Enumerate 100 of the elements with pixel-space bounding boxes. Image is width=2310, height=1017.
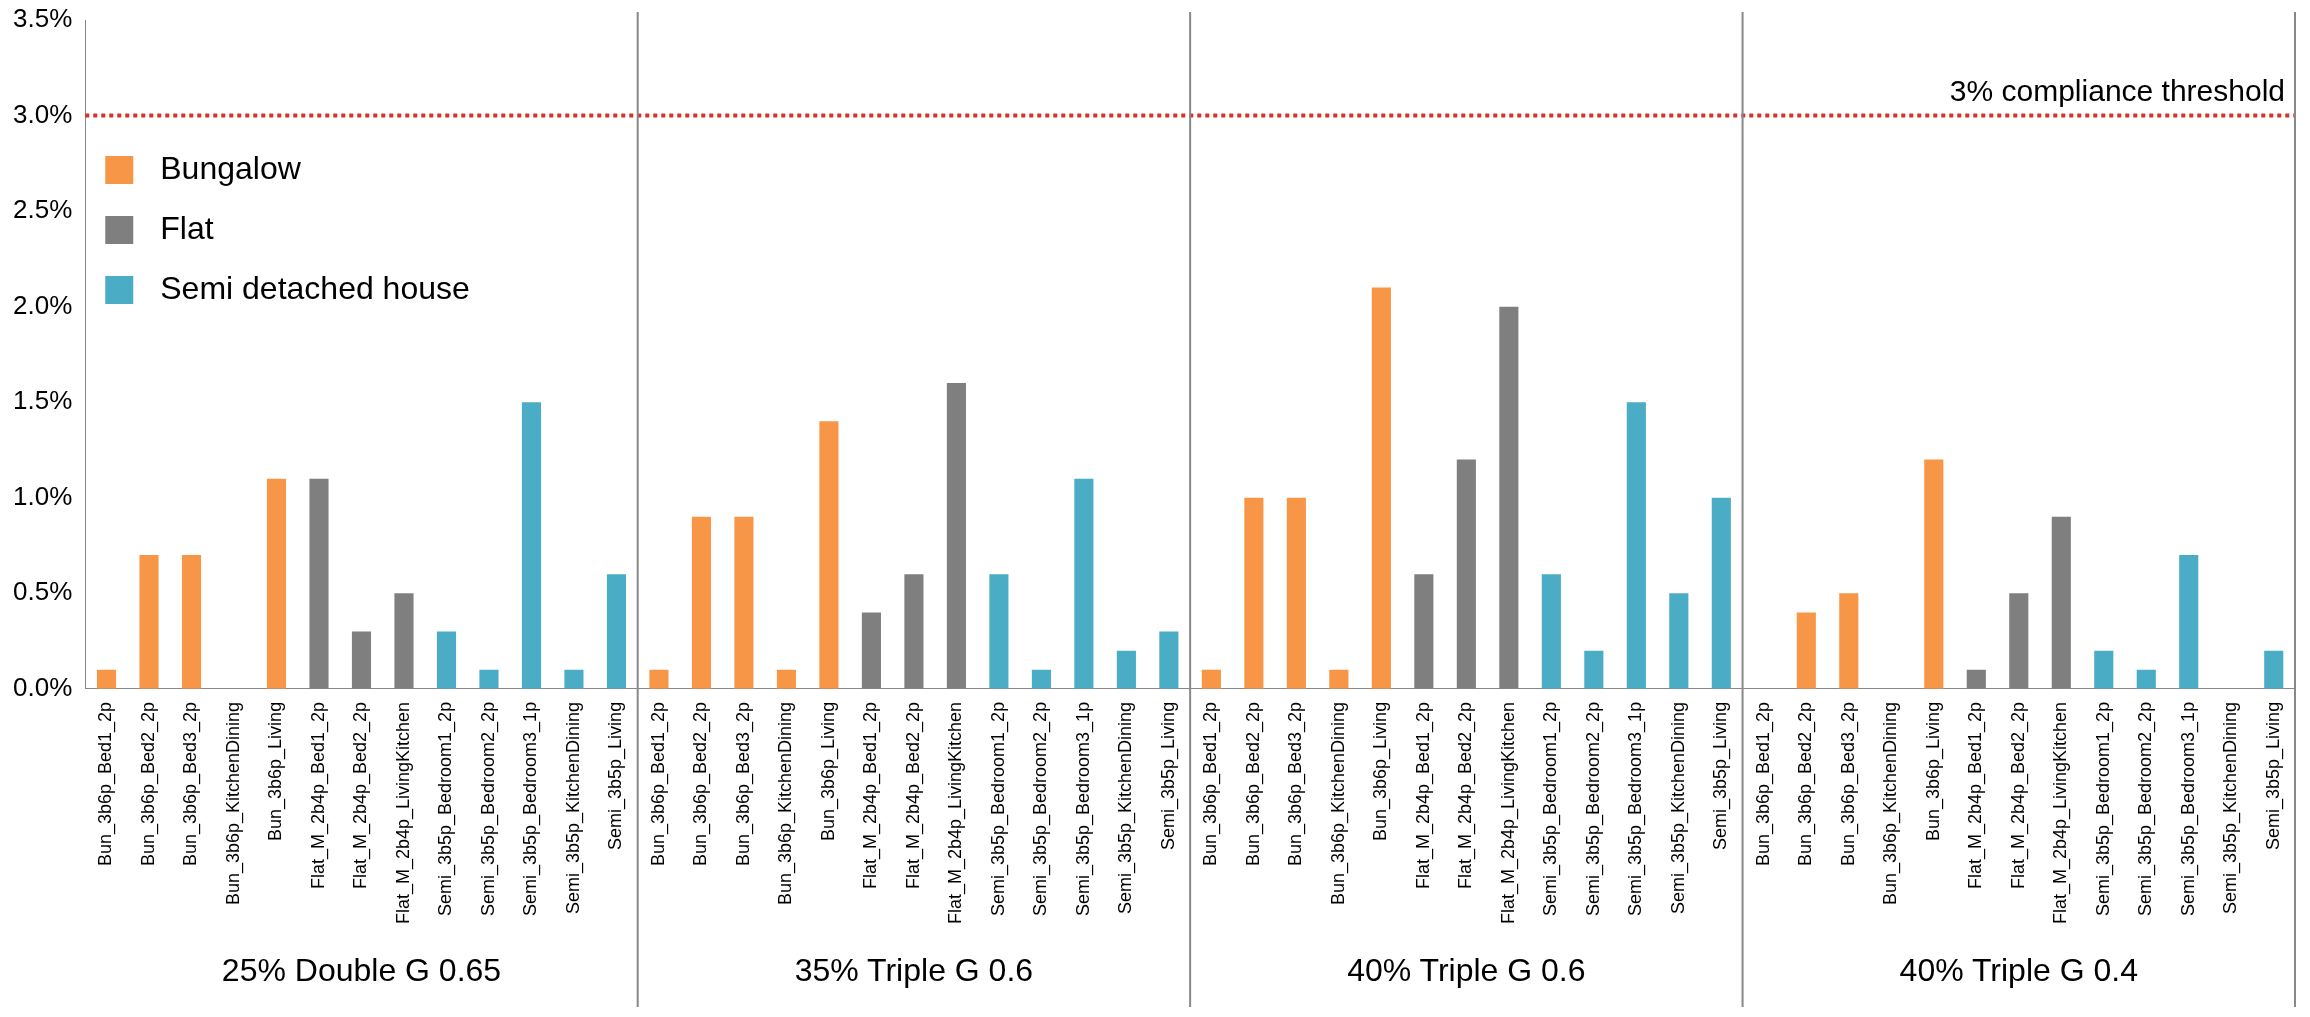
bar [819, 421, 839, 689]
x-tick-label: Semi_3b5p_Bedroom2_2p [1030, 701, 1052, 917]
bar [479, 669, 499, 689]
y-tick-label: 2.0% [13, 289, 73, 320]
bar [521, 402, 542, 689]
x-tick-label: Flat_M_2b4p_Bed1_2p [1412, 701, 1434, 890]
bar [2264, 650, 2284, 689]
bar [1839, 593, 1859, 689]
x-tick-label: Flat_M_2b4p_Bed2_2p [1455, 701, 1477, 890]
x-tick-label: Bun_3b6p_Bed1_2p [647, 701, 669, 867]
x-tick-label: Semi_3b5p_Living [605, 701, 627, 850]
bar [2051, 516, 2071, 689]
bar [266, 478, 287, 689]
x-tick-label: Semi_3b5p_Bedroom3_1p [1625, 701, 1647, 917]
bar [1286, 497, 1306, 689]
text: 35% Triple G 0.6 [794, 951, 1034, 988]
x-tick-label: Semi_3b5p_Living [2262, 701, 2284, 850]
x-tick-label: Flat_M_2b4p_Bed2_2p [902, 701, 924, 890]
y-tick-label: 2.5% [13, 194, 73, 225]
x-tick-label: Bun_3b6p_KitchenDining [1880, 701, 1902, 906]
x-tick-label: Semi_3b5p_KitchenDining [2220, 701, 2242, 915]
x-tick-label: Flat_M_2b4p_LivingKitchen [1497, 701, 1519, 925]
x-tick-label: Flat_M_2b4p_Bed2_2p [350, 701, 372, 890]
bar [1329, 669, 1349, 689]
bar [96, 669, 117, 689]
y-tick-label: 1.5% [13, 385, 73, 416]
x-tick-label: Bun_3b6p_KitchenDining [775, 701, 797, 906]
text: 40% Triple G 0.4 [1899, 951, 2138, 988]
x-tick-label: Semi_3b5p_Bedroom3_1p [2177, 701, 2199, 917]
x-tick-label: Bun_3b6p_Living [1922, 701, 1944, 841]
x-tick-label: Semi_3b5p_Bedroom3_1p [520, 701, 542, 917]
x-tick-label: Bun_3b6p_Bed2_2p [690, 701, 712, 867]
bar [351, 631, 372, 689]
legend-label: Flat [160, 209, 214, 246]
bar [2009, 593, 2029, 689]
bar [649, 669, 669, 689]
y-tick-label: 0.0% [13, 672, 73, 703]
bar [2094, 650, 2114, 689]
ref-line-label: 3% compliance threshold [1949, 73, 2285, 107]
bar [181, 555, 202, 689]
bar [861, 612, 881, 689]
bar [1966, 669, 1986, 689]
x-tick-label: Semi_3b5p_Bedroom1_2p [435, 701, 457, 917]
bar [1371, 287, 1391, 689]
bar [1541, 574, 1561, 689]
bar [776, 669, 796, 689]
bar [691, 516, 711, 689]
bar [606, 574, 627, 689]
x-tick-label: Bun_3b6p_KitchenDining [1327, 701, 1349, 906]
y-tick-label: 3.0% [13, 98, 73, 129]
x-tick-label: Bun_3b6p_Bed2_2p [1795, 701, 1817, 867]
bar [1626, 402, 1646, 689]
bar [1584, 650, 1604, 689]
bar [2136, 669, 2156, 689]
x-tick-label: Bun_3b6p_Bed3_2p [180, 701, 202, 867]
bar [1159, 631, 1179, 689]
x-tick-label: Bun_3b6p_Living [1370, 701, 1392, 841]
x-tick-label: Flat_M_2b4p_LivingKitchen [2050, 701, 2072, 925]
x-tick-label: Semi_3b5p_Living [1157, 701, 1179, 850]
bar [1031, 669, 1051, 689]
x-tick-label: Bun_3b6p_Bed2_2p [1242, 701, 1264, 867]
legend-label: Semi detached house [160, 269, 470, 306]
x-tick-label: Bun_3b6p_Bed3_2p [732, 701, 754, 867]
x-tick-label: Semi_3b5p_Bedroom2_2p [477, 701, 499, 917]
x-tick-label: Flat_M_2b4p_LivingKitchen [392, 701, 414, 925]
x-tick-label: Bun_3b6p_Bed1_2p [95, 701, 117, 867]
bar [2179, 555, 2199, 689]
x-tick-label: Bun_3b6p_Living [817, 701, 839, 841]
bar [1796, 612, 1816, 689]
bar [1669, 593, 1689, 689]
legend-label: Bungalow [160, 149, 302, 186]
bar [1456, 459, 1476, 689]
x-tick-label: Bun_3b6p_Bed2_2p [137, 701, 159, 867]
x-tick-label: Flat_M_2b4p_LivingKitchen [945, 701, 967, 925]
x-tick-label: Flat_M_2b4p_Bed2_2p [2007, 701, 2029, 890]
bar [139, 555, 159, 689]
x-tick-label: Bun_3b6p_Bed1_2p [1752, 701, 1774, 867]
bar [394, 593, 414, 689]
x-tick-label: Semi_3b5p_Bedroom1_2p [987, 701, 1009, 917]
bar [904, 574, 924, 689]
x-tick-label: Bun_3b6p_Bed3_2p [1837, 701, 1859, 867]
x-tick-label: Bun_3b6p_Bed1_2p [1200, 701, 1222, 867]
x-tick-label: Semi_3b5p_Bedroom1_2p [1540, 701, 1562, 917]
text: 40% Triple G 0.6 [1347, 951, 1586, 988]
bar [1201, 669, 1221, 689]
y-tick-label: 0.5% [13, 576, 73, 607]
bar [1074, 478, 1094, 689]
x-tick-label: Semi_3b5p_KitchenDining [562, 701, 584, 915]
x-tick-label: Semi_3b5p_KitchenDining [1667, 701, 1689, 915]
bar [309, 478, 329, 689]
x-tick-label: Semi_3b5p_Living [1710, 701, 1732, 850]
bar [734, 516, 754, 689]
y-tick-label: 1.0% [13, 480, 73, 511]
bar [436, 631, 457, 689]
x-tick-label: Semi_3b5p_KitchenDining [1115, 701, 1137, 915]
x-tick-label: Semi_3b5p_Bedroom2_2p [1582, 701, 1604, 917]
bar [1116, 650, 1136, 689]
x-tick-label: Flat_M_2b4p_Bed1_2p [1965, 701, 1987, 890]
bar [1414, 574, 1434, 689]
x-tick-label: Bun_3b6p_Bed3_2p [1285, 701, 1307, 867]
